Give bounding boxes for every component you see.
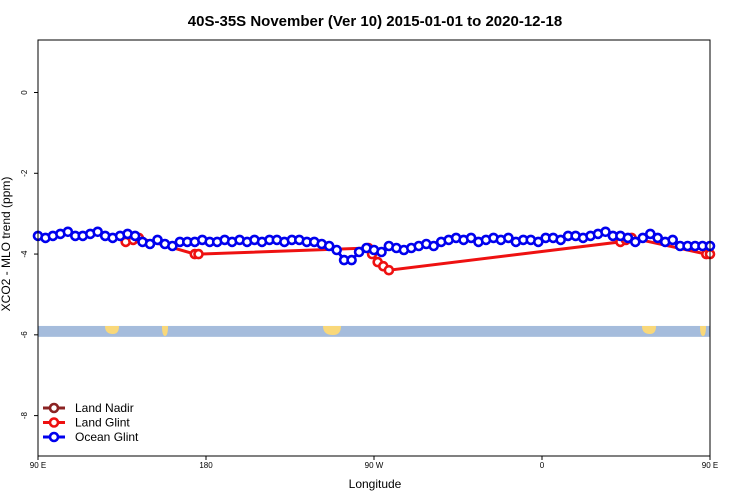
legend-item: Land Glint [43,416,130,430]
series-ocean-glint [32,226,716,266]
x-tick-label: 0 [540,461,545,470]
data-point [637,232,649,244]
y-tick-label: -4 [20,250,29,258]
data-point [167,240,178,252]
data-point [152,234,163,246]
legend-label: Land Nadir [75,401,134,415]
y-axis-label: XCO2 - MLO trend (ppm) [0,177,13,312]
series-layer [32,226,716,276]
data-point [92,226,103,238]
legend-item: Ocean Glint [43,430,139,444]
land-ocean-strip [38,325,710,337]
data-point [629,236,641,248]
ocean-band [38,325,710,337]
x-tick-label: 90 E [30,461,46,470]
y-tick-label: 0 [20,90,29,95]
legend-swatch-marker [48,417,60,428]
legend-swatch-marker [48,402,60,414]
data-point [376,246,387,258]
data-point [428,240,440,252]
legend-label: Ocean Glint [75,430,139,444]
chart-title: 40S-35S November (Ver 10) 2015-01-01 to … [188,13,562,30]
data-point [667,234,679,246]
data-point [323,240,335,252]
legend-swatch-marker [48,431,60,443]
data-point [346,254,357,266]
data-point [331,244,343,256]
data-point [144,238,156,250]
land-patch [323,325,341,335]
data-point [600,226,611,238]
land-patch [700,325,706,336]
y-tick-label: -2 [20,169,29,177]
data-point [193,248,204,260]
x-tick-label: 90 E [702,461,718,470]
x-axis-label: Longitude [349,477,402,491]
data-point [503,232,514,244]
axes: 90 E 180 90 W 0 90 E 0 -2 -4 -6 -8 [20,90,718,470]
data-point [652,232,664,244]
x-tick-label: 90 W [365,461,384,470]
legend-item: Land Nadir [43,401,134,415]
x-tick-label: 180 [199,461,213,470]
y-tick-label: -8 [20,412,29,420]
land-patch [642,325,656,334]
data-point [62,226,74,238]
data-point [129,230,141,242]
land-patch [162,325,168,336]
data-point [383,264,395,276]
legend-label: Land Glint [75,416,130,430]
land-patch [105,325,119,334]
plot-frame [37,39,711,457]
y-tick-label: -6 [20,331,29,339]
